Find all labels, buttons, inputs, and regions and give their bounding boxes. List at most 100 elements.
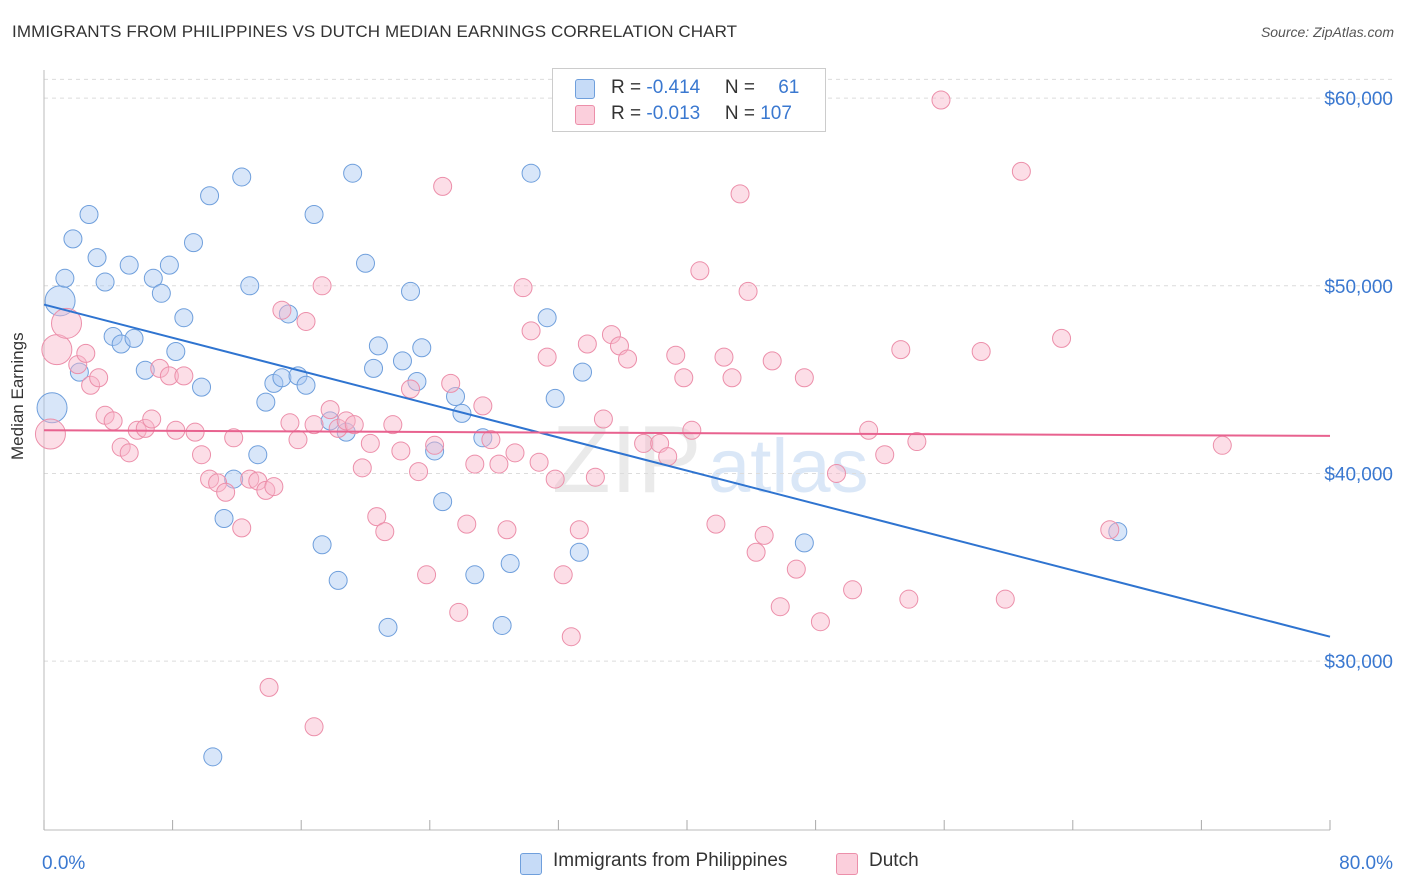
data-point	[272, 368, 292, 388]
x-tick-label: 80.0%	[1339, 853, 1393, 874]
data-point	[248, 445, 268, 465]
data-point	[203, 747, 223, 767]
data-point	[754, 525, 774, 545]
data-point	[433, 492, 453, 512]
data-point	[142, 409, 162, 429]
data-point	[240, 276, 260, 296]
data-point	[931, 90, 951, 110]
data-point	[95, 272, 115, 292]
data-point	[304, 204, 324, 224]
data-point	[367, 507, 387, 527]
data-point	[714, 347, 734, 367]
data-point	[364, 358, 384, 378]
data-point	[343, 163, 363, 183]
data-point	[328, 418, 348, 438]
data-point	[103, 326, 123, 346]
data-point	[407, 372, 427, 392]
data-point	[320, 400, 340, 420]
data-point	[521, 163, 541, 183]
data-point	[577, 334, 597, 354]
data-point	[545, 469, 565, 489]
legend-r-value: -0.414	[646, 77, 701, 98]
data-point	[449, 602, 469, 622]
data-point	[401, 379, 421, 399]
data-point	[529, 452, 549, 472]
watermark-zip: ZIP	[552, 406, 701, 513]
data-point	[521, 321, 541, 341]
data-point	[738, 281, 758, 301]
data-point	[360, 433, 380, 453]
y-tick-label: $50,000	[1324, 277, 1393, 298]
data-point	[601, 325, 621, 345]
legend-swatch-dutch	[575, 105, 595, 125]
data-point	[356, 253, 375, 273]
y-tick-label: $40,000	[1324, 464, 1393, 485]
data-point	[810, 612, 830, 632]
legend-n-label: N =	[724, 77, 761, 98]
data-point	[674, 368, 694, 388]
data-point	[312, 535, 332, 555]
data-point	[79, 204, 99, 224]
data-point	[1100, 520, 1120, 540]
data-point	[412, 338, 432, 358]
data-point	[41, 334, 73, 366]
legend-n-value: 61	[778, 77, 800, 98]
data-point	[312, 276, 332, 296]
data-point	[296, 375, 316, 395]
data-point	[224, 428, 244, 448]
series-label-dutch: Dutch	[869, 850, 919, 871]
data-point	[89, 368, 109, 388]
data-point	[192, 445, 212, 465]
data-point	[143, 268, 163, 288]
series-label-philippines: Immigrants from Philippines	[553, 850, 788, 871]
data-point	[34, 418, 66, 450]
data-point	[573, 362, 593, 382]
data-point	[232, 167, 252, 187]
data-point	[585, 467, 605, 487]
data-point	[730, 184, 750, 204]
data-point	[537, 308, 557, 328]
data-point	[561, 627, 581, 647]
data-point	[634, 433, 654, 453]
data-point	[618, 349, 638, 369]
data-point	[63, 229, 83, 249]
data-point	[457, 514, 477, 534]
data-point	[368, 336, 388, 356]
data-point	[256, 392, 276, 412]
data-point	[392, 351, 412, 371]
data-point	[55, 268, 75, 288]
data-point	[304, 717, 324, 737]
data-point	[409, 462, 429, 482]
data-point	[465, 565, 485, 585]
data-point	[36, 392, 68, 424]
data-point	[473, 428, 493, 448]
data-point	[500, 554, 520, 574]
data-point	[151, 283, 171, 303]
data-point	[770, 597, 790, 617]
data-point	[401, 281, 421, 301]
data-point	[159, 366, 179, 386]
data-point	[425, 435, 445, 455]
data-point	[995, 589, 1015, 609]
y-tick-label: $30,000	[1324, 652, 1393, 673]
data-point	[1212, 435, 1232, 455]
data-point	[183, 233, 203, 253]
data-point	[81, 375, 101, 395]
data-point	[492, 615, 512, 635]
data-point	[69, 362, 89, 382]
data-point	[826, 463, 846, 483]
source-label: Source: ZipAtlas.com	[1260, 24, 1394, 40]
y-tick-label: $60,000	[1324, 89, 1393, 110]
data-point	[135, 418, 155, 438]
data-point	[481, 430, 501, 450]
data-point	[76, 343, 96, 363]
data-point	[666, 345, 686, 365]
data-point	[746, 542, 766, 562]
data-point	[658, 447, 678, 467]
data-point	[304, 415, 324, 435]
data-point	[794, 368, 814, 388]
data-point	[537, 347, 557, 367]
data-point	[174, 308, 194, 328]
data-point	[240, 469, 260, 489]
